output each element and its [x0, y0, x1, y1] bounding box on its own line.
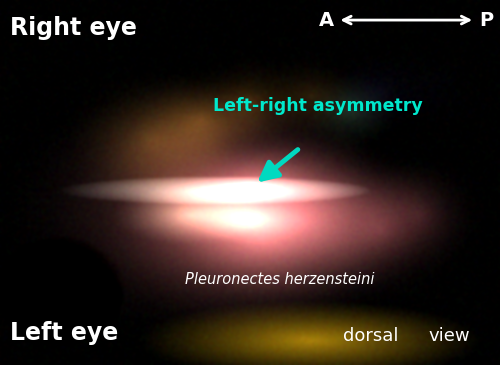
Text: dorsal: dorsal [342, 327, 398, 345]
Text: A: A [319, 11, 334, 30]
Text: Pleuronectes herzensteini: Pleuronectes herzensteini [185, 272, 375, 287]
Text: view: view [428, 327, 470, 345]
Text: Left eye: Left eye [10, 321, 118, 345]
Text: P: P [479, 11, 493, 30]
Text: Left-right asymmetry: Left-right asymmetry [212, 97, 422, 115]
Text: Right eye: Right eye [10, 16, 137, 41]
